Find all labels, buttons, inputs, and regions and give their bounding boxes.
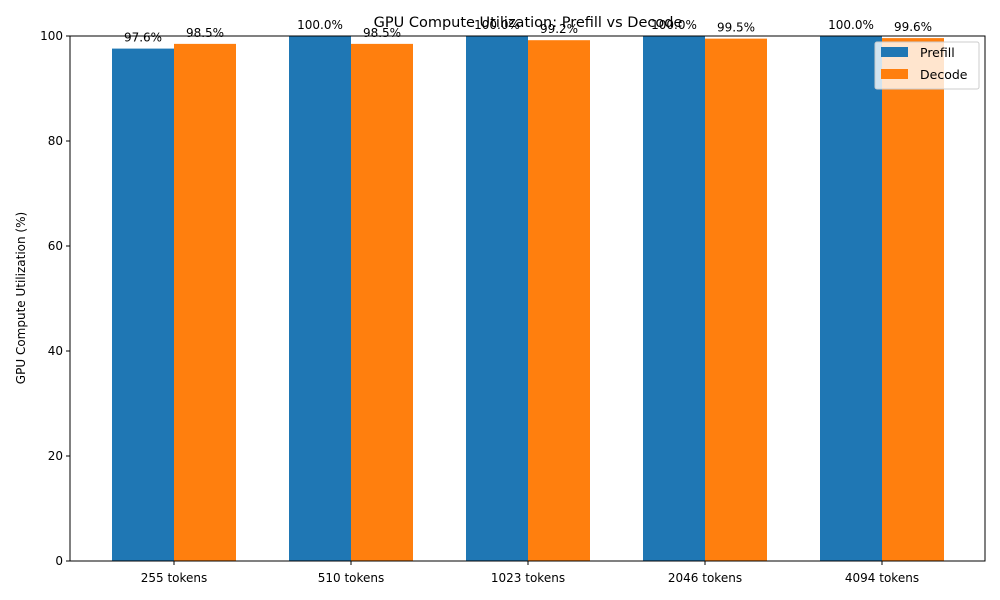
legend-label-decode: Decode <box>920 67 968 82</box>
bar-prefill <box>643 36 705 561</box>
data-label-prefill: 100.0% <box>297 18 343 32</box>
x-tick-label: 4094 tokens <box>845 571 919 585</box>
legend: Prefill Decode <box>874 41 980 90</box>
data-label-decode: 98.5% <box>363 26 401 40</box>
bar-decode <box>351 43 413 561</box>
data-label-prefill: 100.0% <box>828 18 874 32</box>
data-label-prefill: 100.0% <box>651 18 697 32</box>
x-tick-label: 510 tokens <box>318 571 385 585</box>
y-tick-label: 100 <box>40 29 63 43</box>
y-tick-label: 80 <box>48 134 63 148</box>
bar-prefill <box>289 36 351 561</box>
y-axis-title: GPU Compute Utilization (%) <box>14 212 28 384</box>
data-label-prefill: 100.0% <box>474 18 520 32</box>
data-label-decode: 99.6% <box>894 20 932 34</box>
x-tick-label: 2046 tokens <box>668 571 742 585</box>
bar-prefill <box>820 36 882 561</box>
legend-swatch-decode <box>881 69 908 79</box>
y-tick-label: 60 <box>48 239 63 253</box>
data-label-decode: 99.2% <box>540 22 578 36</box>
bar-decode <box>882 38 944 562</box>
bars-layer <box>112 36 944 562</box>
legend-swatch-prefill <box>881 47 908 57</box>
y-tick-label: 40 <box>48 344 63 358</box>
ticks-layer: 0 20 40 60 80 100 255 tokens 510 tokens 1023 tok… <box>40 29 919 585</box>
data-label-decode: 99.5% <box>717 21 755 35</box>
bar-prefill <box>466 36 528 561</box>
y-tick-label: 0 <box>55 554 63 568</box>
y-tick-label: 20 <box>48 449 63 463</box>
bar-decode <box>174 43 236 561</box>
x-tick-label: 255 tokens <box>141 571 208 585</box>
data-label-decode: 98.5% <box>186 26 224 40</box>
data-label-prefill: 97.6% <box>124 31 162 45</box>
bar-decode <box>528 40 590 561</box>
data-labels-layer: 97.6% 100.0% 100.0% 100.0% 100.0% 98.5% 98.5% 9… <box>124 18 932 45</box>
chart-title: GPU Compute Utilization: Prefill vs Deco… <box>374 15 683 31</box>
x-tick-label: 1023 tokens <box>491 571 565 585</box>
bar-prefill <box>112 48 174 562</box>
legend-label-prefill: Prefill <box>920 45 955 60</box>
bar-decode <box>705 38 767 561</box>
